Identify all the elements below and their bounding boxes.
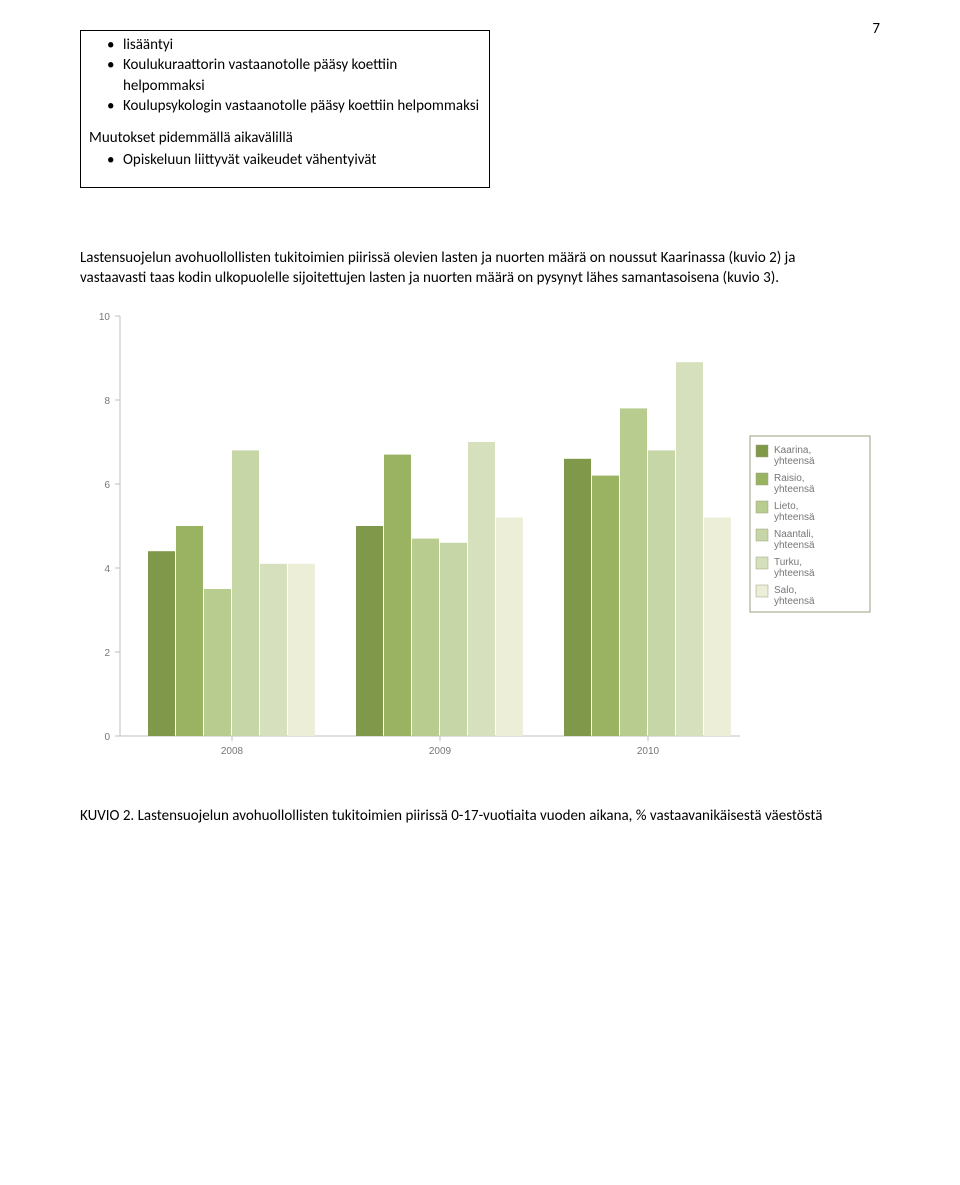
svg-text:yhteensä: yhteensä [774, 512, 815, 523]
svg-text:Lieto,: Lieto, [774, 501, 798, 512]
svg-text:2009: 2009 [429, 746, 452, 757]
svg-text:2010: 2010 [637, 746, 660, 757]
svg-text:yhteensä: yhteensä [774, 484, 815, 495]
svg-text:Naantali,: Naantali, [774, 529, 813, 540]
svg-text:4: 4 [104, 564, 110, 575]
box-bullets-2: Opiskeluun liittyvät vaikeudet vähentyiv… [89, 150, 481, 170]
svg-text:10: 10 [99, 312, 111, 323]
box-bullet-2: Koulupsykologin vastaanotolle pääsy koet… [89, 96, 481, 116]
svg-text:Kaarina,: Kaarina, [774, 445, 811, 456]
svg-text:8: 8 [104, 396, 110, 407]
caption-rest: Lastensuojelun avohuollollisten tukitoim… [134, 807, 822, 825]
svg-text:2: 2 [104, 648, 110, 659]
svg-text:yhteensä: yhteensä [774, 456, 815, 467]
box-bullet-3: Opiskeluun liittyvät vaikeudet vähentyiv… [89, 150, 481, 170]
figure-caption: KUVIO 2. Lastensuojelun avohuollollisten… [80, 806, 840, 826]
bar-chart: 0246810200820092010Kaarina,yhteensäRaisi… [80, 306, 880, 766]
page-number: 7 [872, 20, 880, 38]
svg-text:Salo,: Salo, [774, 585, 797, 596]
box-bullet-1: Koulukuraattorin vastaanotolle pääsy koe… [89, 55, 481, 96]
box-subheading: Muutokset pidemmällä aikavälillä [89, 128, 481, 148]
box-cell: lisääntyi Koulukuraattorin vastaanotolle… [80, 30, 490, 188]
svg-text:yhteensä: yhteensä [774, 540, 815, 551]
caption-strong: KUVIO 2. [80, 807, 134, 825]
svg-text:6: 6 [104, 480, 110, 491]
chart-svg: 0246810200820092010Kaarina,yhteensäRaisi… [80, 306, 880, 766]
svg-text:Raisio,: Raisio, [774, 473, 805, 484]
svg-text:Turku,: Turku, [774, 557, 802, 568]
svg-text:yhteensä: yhteensä [774, 596, 815, 607]
box-bullets-1: lisääntyi Koulukuraattorin vastaanotolle… [89, 35, 481, 116]
svg-text:yhteensä: yhteensä [774, 568, 815, 579]
svg-text:2008: 2008 [221, 746, 244, 757]
box-line-continuation: lisääntyi [89, 35, 481, 55]
body-paragraph: Lastensuojelun avohuollollisten tukitoim… [80, 248, 860, 289]
svg-text:0: 0 [104, 732, 110, 743]
